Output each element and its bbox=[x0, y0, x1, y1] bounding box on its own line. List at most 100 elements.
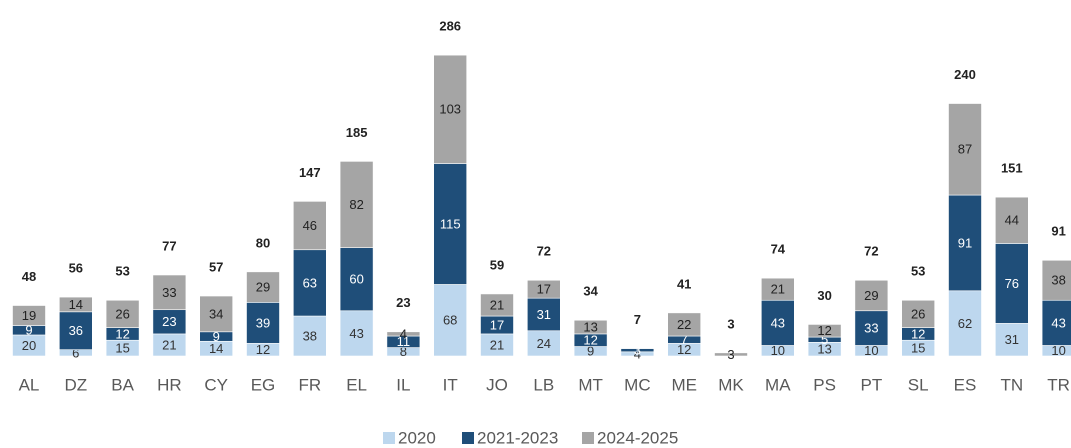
total-label: 30 bbox=[817, 288, 831, 303]
segment-label: 43 bbox=[349, 326, 363, 341]
bar-segment bbox=[339, 247, 374, 312]
segment-label: 13 bbox=[817, 342, 831, 357]
segment-label: 13 bbox=[583, 320, 597, 335]
segment-label: 60 bbox=[349, 272, 363, 287]
legend-label: 2021-2023 bbox=[477, 428, 558, 447]
x-tick-label: IL bbox=[396, 375, 410, 394]
segment-label: 44 bbox=[1005, 213, 1019, 228]
total-label: 23 bbox=[396, 295, 410, 310]
bar-segment bbox=[246, 271, 280, 303]
segment-label: 10 bbox=[771, 343, 785, 358]
x-tick-label: SL bbox=[908, 375, 929, 394]
segment-label: 12 bbox=[583, 333, 597, 348]
legend-swatch bbox=[582, 432, 594, 444]
x-tick-label: JO bbox=[486, 375, 508, 394]
segment-label: 63 bbox=[303, 275, 317, 290]
total-label: 57 bbox=[209, 259, 223, 274]
segment-label: 17 bbox=[490, 317, 504, 332]
segment-label: 21 bbox=[771, 282, 785, 297]
bar-segment bbox=[760, 277, 795, 301]
segment-label: 39 bbox=[256, 315, 270, 330]
legend-swatch bbox=[383, 432, 395, 444]
bar-segment bbox=[1041, 299, 1071, 346]
segment-label: 12 bbox=[677, 342, 691, 357]
total-label: 286 bbox=[439, 19, 461, 34]
bar-segment bbox=[480, 293, 514, 317]
x-tick-label: AL bbox=[19, 375, 40, 394]
segment-label: 12 bbox=[817, 323, 831, 338]
segment-label: 31 bbox=[1005, 332, 1019, 347]
segment-label: 9 bbox=[587, 344, 594, 359]
bar-segment bbox=[901, 299, 936, 328]
total-label: 41 bbox=[677, 276, 691, 291]
bar-segment bbox=[667, 312, 702, 337]
segment-label: 11 bbox=[397, 334, 411, 349]
bar-segment bbox=[526, 330, 561, 357]
segment-label: 9 bbox=[213, 329, 220, 344]
segment-label: 14 bbox=[209, 341, 223, 356]
segment-label: 34 bbox=[209, 306, 223, 321]
segment-label: 21 bbox=[162, 337, 176, 352]
segment-label: 29 bbox=[256, 280, 270, 295]
bar-segment bbox=[573, 319, 608, 335]
segment-label: 12 bbox=[115, 326, 129, 341]
bar-segment bbox=[339, 310, 374, 357]
segment-label: 21 bbox=[490, 297, 504, 312]
x-tick-label: TN bbox=[1000, 375, 1023, 394]
bar-segment bbox=[246, 302, 280, 344]
legend-label: 2024-2025 bbox=[597, 428, 678, 447]
total-label: 151 bbox=[1001, 161, 1023, 176]
bar-segment bbox=[152, 274, 187, 311]
bar-segment bbox=[760, 299, 795, 346]
x-tick-label: MK bbox=[718, 375, 744, 394]
bar-segment bbox=[433, 284, 468, 357]
segment-label: 22 bbox=[677, 317, 691, 332]
bar-segment bbox=[714, 352, 748, 357]
legend-swatch bbox=[462, 432, 474, 444]
bar-segment bbox=[994, 243, 1029, 324]
segment-label: 87 bbox=[958, 142, 972, 157]
bar-segment bbox=[152, 309, 187, 335]
total-label: 147 bbox=[299, 165, 321, 180]
segment-label: 62 bbox=[958, 316, 972, 331]
legend-label: 2020 bbox=[398, 428, 436, 447]
bar-segment bbox=[948, 103, 982, 196]
total-label: 7 bbox=[634, 312, 641, 327]
bar-segment bbox=[526, 297, 561, 332]
bar-segment bbox=[12, 305, 46, 326]
segment-label: 10 bbox=[1051, 343, 1065, 358]
segment-label: 6 bbox=[72, 345, 79, 360]
segment-label: 9 bbox=[25, 323, 32, 338]
x-tick-label: FR bbox=[298, 375, 321, 394]
segment-label: 76 bbox=[1005, 276, 1019, 291]
total-label: 91 bbox=[1051, 224, 1065, 239]
bar-segment bbox=[386, 331, 421, 337]
x-tick-label: HR bbox=[157, 375, 182, 394]
bar-segment bbox=[854, 279, 889, 312]
bar-segment bbox=[58, 296, 93, 313]
segment-label: 91 bbox=[958, 235, 972, 250]
segment-label: 31 bbox=[537, 307, 551, 322]
x-tick-label: ME bbox=[671, 375, 697, 394]
segment-label: 15 bbox=[911, 341, 925, 356]
x-tick-label: PS bbox=[813, 375, 836, 394]
total-label: 59 bbox=[490, 257, 504, 272]
bar-segment bbox=[994, 196, 1029, 244]
segment-label: 33 bbox=[162, 285, 176, 300]
bar-segment bbox=[199, 295, 233, 333]
total-label: 34 bbox=[583, 284, 598, 299]
bar-segment bbox=[292, 315, 327, 357]
segment-label: 103 bbox=[439, 102, 461, 117]
x-tick-label: TR bbox=[1047, 375, 1070, 394]
total-label: 240 bbox=[954, 67, 976, 82]
x-tick-label: CY bbox=[204, 375, 228, 394]
bar-segment bbox=[105, 299, 140, 328]
bar-segment bbox=[1041, 259, 1071, 301]
segment-label: 17 bbox=[537, 282, 551, 297]
segment-label: 115 bbox=[440, 216, 461, 231]
total-label: 53 bbox=[911, 264, 925, 279]
segment-label: 5 bbox=[821, 332, 828, 347]
bar-segment bbox=[807, 324, 842, 338]
total-label: 72 bbox=[537, 244, 551, 259]
bar-segment bbox=[433, 54, 468, 164]
